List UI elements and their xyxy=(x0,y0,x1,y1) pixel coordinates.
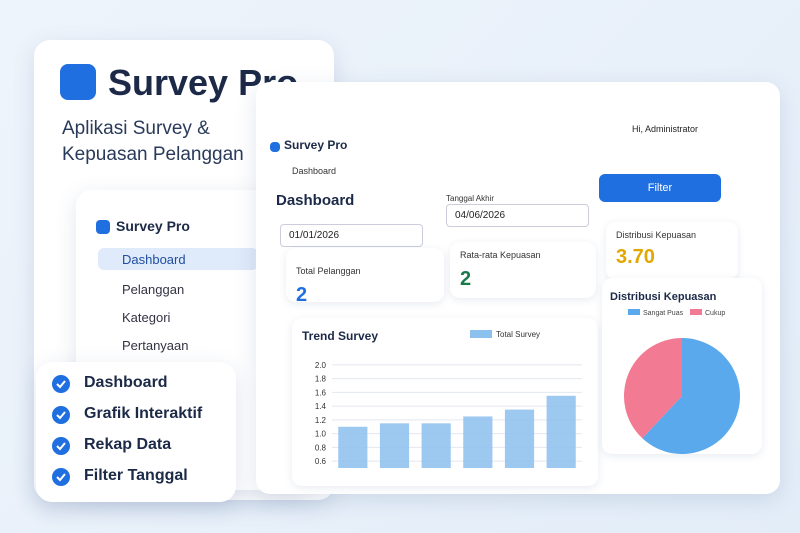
bar xyxy=(546,395,576,468)
stat-card: Rata-rata Kepuasan 2 xyxy=(450,242,596,298)
date-label: Tanggal Akhir xyxy=(446,194,495,203)
bar xyxy=(379,423,410,468)
legend-label: Sangat Puas xyxy=(643,310,684,317)
pie-panel: Distribusi Kepuasan Sangat Puas Cukup xyxy=(602,278,762,454)
trend-panel: Trend Survey Total Survey 0.6 0.8 1.0 1.2 1.4 1… xyxy=(292,318,598,486)
check-icons xyxy=(52,375,70,486)
y-tick-label: 0.6 xyxy=(315,457,327,466)
stat-value: 2 xyxy=(296,284,308,306)
bar xyxy=(421,423,451,468)
legend-label: Total Survey xyxy=(496,330,540,339)
chart-title: Distribusi Kepuasan xyxy=(610,291,717,303)
brand-logo xyxy=(60,64,96,100)
bar xyxy=(338,426,368,468)
y-tick-label: 0.8 xyxy=(315,443,327,452)
user-greeting: Hi, Administrator xyxy=(632,124,699,134)
menu-item[interactable]: Dashboard xyxy=(122,252,186,267)
y-tick-label: 1.0 xyxy=(315,430,327,439)
sidebar-logo xyxy=(96,220,110,234)
page-title: Dashboard xyxy=(276,192,355,209)
stat-value: 3.70 xyxy=(616,246,655,268)
legend-swatch xyxy=(690,309,702,315)
y-tick-label: 2.0 xyxy=(315,361,327,370)
legend-swatch xyxy=(470,330,492,338)
feature-item: Grafik Interaktif xyxy=(84,405,203,422)
feature-item: Filter Tanggal xyxy=(84,467,188,484)
y-tick-label: 1.2 xyxy=(315,416,327,425)
app-brand: Survey Pro xyxy=(284,138,348,152)
stat-value: 2 xyxy=(460,268,472,290)
stat-card: Distribusi Kepuasan 3.70 xyxy=(606,222,738,280)
legend-swatch xyxy=(628,309,640,315)
menu-item[interactable]: Kategori xyxy=(122,310,171,325)
bar xyxy=(463,416,493,468)
bar xyxy=(504,409,535,468)
stat-label: Rata-rata Kepuasan xyxy=(460,250,541,260)
chart-title: Trend Survey xyxy=(302,329,378,343)
trend-chart: Trend Survey Total Survey 0.6 0.8 1.0 1.2 1.4 1… xyxy=(302,329,582,468)
y-tick-label: 1.6 xyxy=(315,388,327,397)
stat-card: Total Pelanggan 2 xyxy=(286,248,444,306)
stat-label: Total Pelanggan xyxy=(296,266,361,276)
y-tick-label: 1.4 xyxy=(315,402,327,411)
start-date-input[interactable]: 01/01/2026 xyxy=(280,224,423,247)
legend-label: Cukup xyxy=(705,310,725,317)
pie-chart: Distribusi Kepuasan Sangat Puas Cukup xyxy=(610,291,740,454)
pie-slice xyxy=(624,338,682,439)
feature-item: Rekap Data xyxy=(84,436,172,453)
end-date-input[interactable]: 04/06/2026 xyxy=(446,204,589,227)
pie-slice xyxy=(642,338,740,454)
filter-button[interactable]: Filter xyxy=(599,174,721,202)
sidebar-brand: Survey Pro xyxy=(116,218,190,234)
feature-card: Dashboard Grafik Interaktif Rekap Data F… xyxy=(36,362,236,502)
y-tick-label: 1.8 xyxy=(315,375,327,384)
menu-item[interactable]: Pelanggan xyxy=(122,282,185,297)
tagline: Aplikasi Survey & xyxy=(62,118,210,139)
menu-active-bg xyxy=(98,248,258,270)
app-window: Survey Pro Hi, Administrator Dashboard D… xyxy=(256,82,780,494)
menu-item[interactable]: Pertanyaan xyxy=(122,338,189,353)
stat-label: Distribusi Kepuasan xyxy=(616,230,697,240)
breadcrumb: Dashboard xyxy=(292,166,337,176)
app-logo xyxy=(270,142,280,152)
tagline: Kepuasan Pelanggan xyxy=(62,144,244,165)
feature-item: Dashboard xyxy=(84,374,168,391)
